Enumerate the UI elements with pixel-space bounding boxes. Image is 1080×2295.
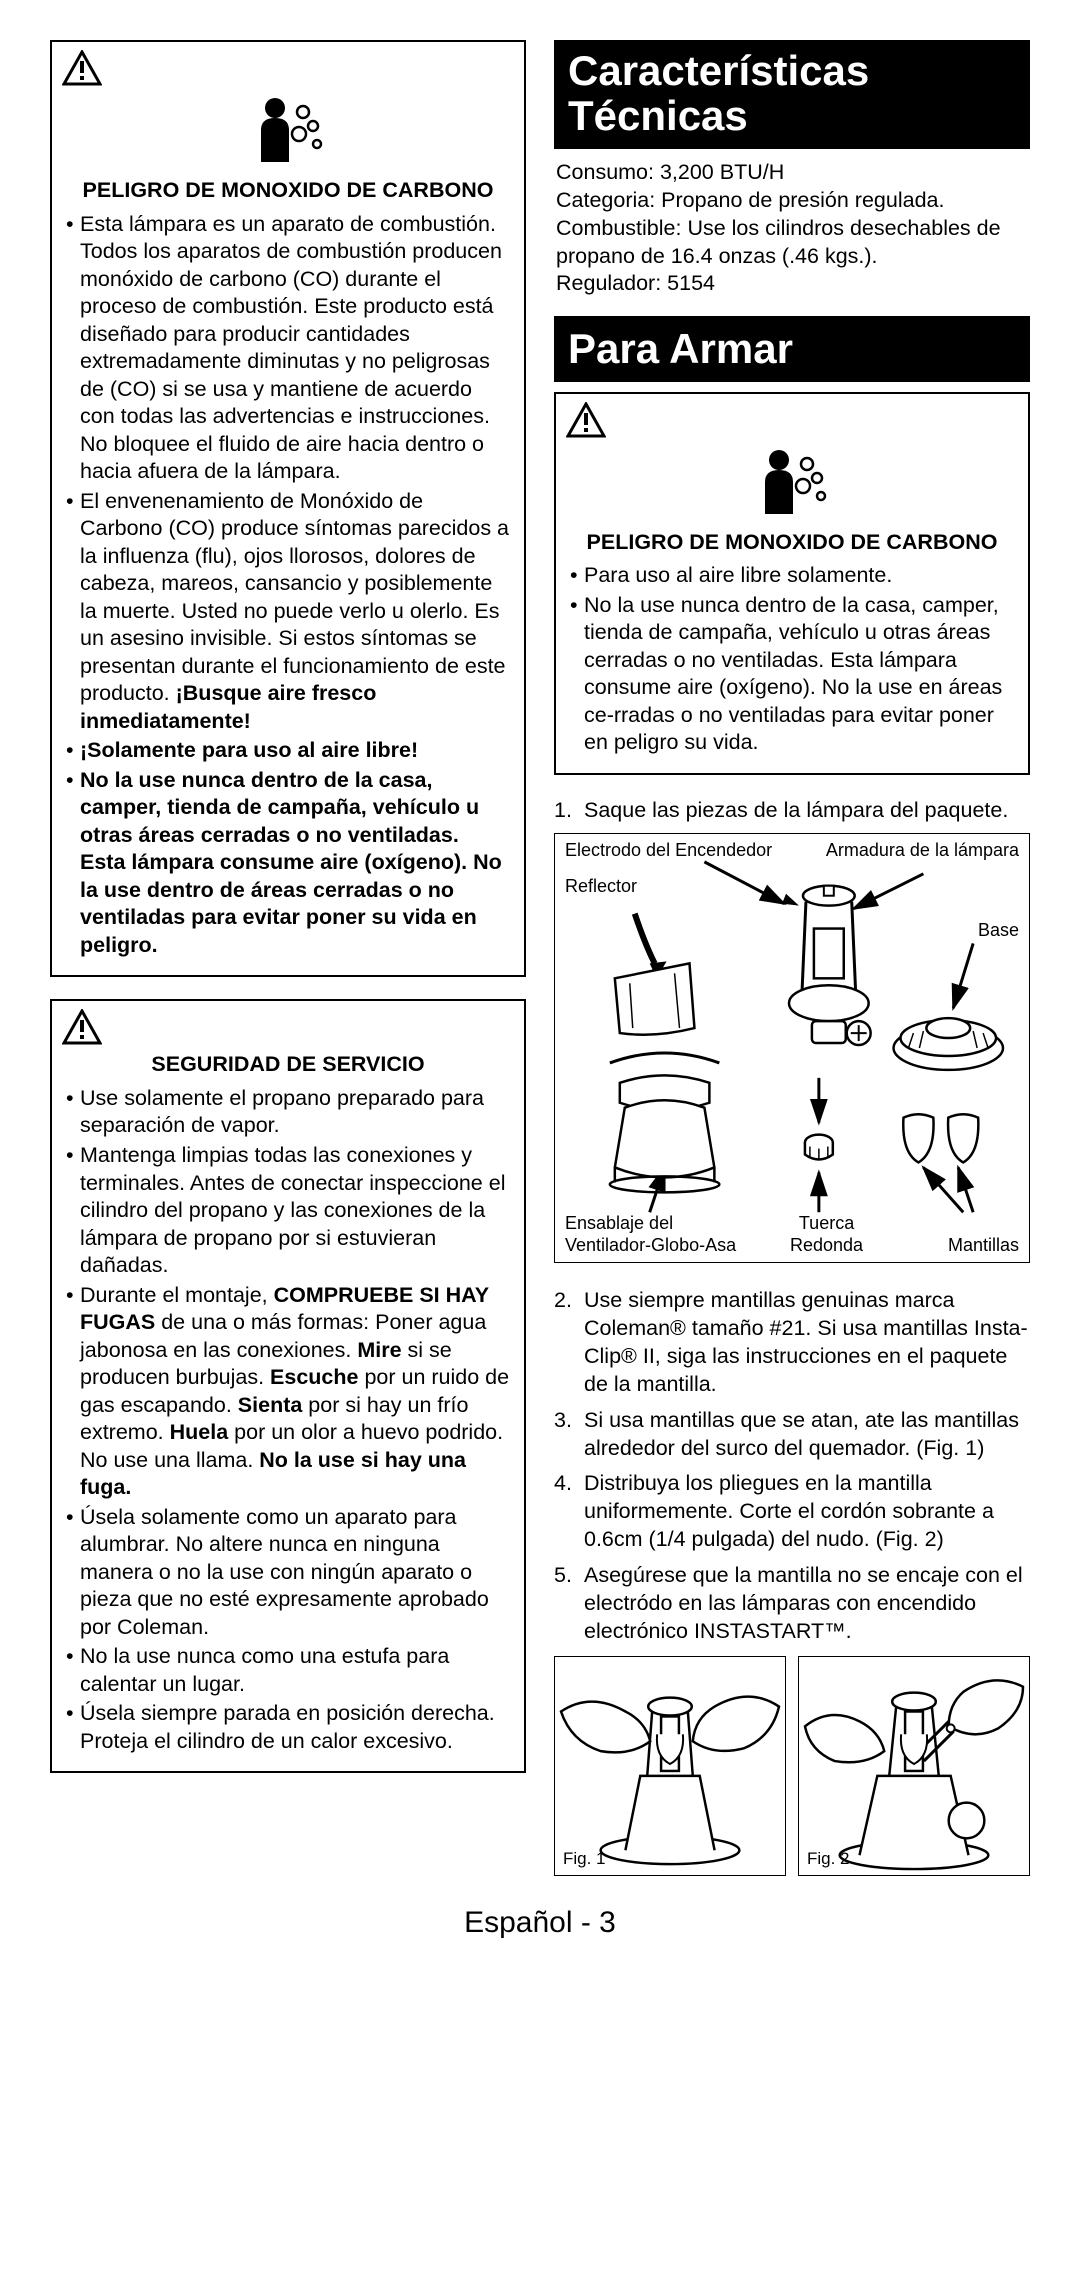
fig1-svg xyxy=(555,1657,785,1875)
co-hazard-icon-wrap xyxy=(556,440,1028,529)
page: PELIGRO DE MONOXIDO DE CARBONO •Esta lám… xyxy=(0,0,1080,1970)
bullet-item: •Mantenga limpias todas las conexiones y… xyxy=(66,1142,510,1280)
right-column: Características Técnicas Consumo: 3,200 … xyxy=(554,40,1030,1876)
spec-line: Regulador: 5154 xyxy=(556,270,1028,298)
warning-body: SEGURIDAD DE SERVICIO •Use solamente el … xyxy=(52,1047,524,1771)
spec-line: Combustible: Use los cilindros desechabl… xyxy=(556,215,1028,271)
bullet-item: •Durante el montaje, COMPRUEBE SI HAY FU… xyxy=(66,1282,510,1502)
step-marker: 2. xyxy=(554,1287,584,1399)
warning-heading: PELIGRO DE MONOXIDO DE CARBONO xyxy=(570,529,1014,557)
bullet-item: •Use solamente el propano preparado para… xyxy=(66,1085,510,1140)
bullet-text: No la use nunca dentro de la casa, campe… xyxy=(584,592,1014,757)
section-title-specs: Características Técnicas xyxy=(554,40,1030,149)
bullet-text: ¡Solamente para uso al aire libre! xyxy=(80,737,418,765)
figure-caption: Fig. 1 xyxy=(563,1849,606,1869)
step-4: 4. Distribuya los pliegues en la mantill… xyxy=(554,1470,1030,1554)
left-column: PELIGRO DE MONOXIDO DE CARBONO •Esta lám… xyxy=(50,40,526,1876)
step-text: Distribuya los pliegues en la mantilla u… xyxy=(584,1470,1030,1554)
spec-text: Consumo: 3,200 BTU/HCategoria: Propano d… xyxy=(554,159,1030,317)
bullet-text: Durante el montaje, COMPRUEBE SI HAY FUG… xyxy=(80,1282,510,1502)
warning-triangle-icon xyxy=(62,1009,102,1045)
bullet-dot: • xyxy=(66,1504,80,1642)
bullet-text: Para uso al aire libre solamente. xyxy=(584,562,892,590)
bullet-item: •No la use nunca dentro de la casa, camp… xyxy=(570,592,1014,757)
bullet-item: •Esta lámpara es un aparato de combustió… xyxy=(66,211,510,486)
page-footer: Español - 3 xyxy=(50,1906,1030,1940)
step-marker: 1. xyxy=(554,797,584,825)
two-column-layout: PELIGRO DE MONOXIDO DE CARBONO •Esta lám… xyxy=(50,40,1030,1876)
figure-caption: Fig. 2 xyxy=(807,1849,850,1869)
bullet-dot: • xyxy=(66,737,80,765)
warning-box-service: SEGURIDAD DE SERVICIO •Use solamente el … xyxy=(50,999,526,1773)
bullet-dot: • xyxy=(66,488,80,736)
bullet-text: Úsela siempre parada en posición derecha… xyxy=(80,1700,510,1755)
step-1: 1. Saque las piezas de la lámpara del pa… xyxy=(554,797,1030,825)
step-marker: 4. xyxy=(554,1470,584,1554)
warning-heading: PELIGRO DE MONOXIDO DE CARBONO xyxy=(66,177,510,205)
bullet-item: •Para uso al aire libre solamente. xyxy=(570,562,1014,590)
step-3: 3. Si usa mantillas que se atan, ate las… xyxy=(554,1407,1030,1463)
parts-diagram: Electrodo del Encendedor Reflector Armad… xyxy=(554,833,1030,1263)
step-text: Saque las piezas de la lámpara del paque… xyxy=(584,797,1030,825)
warning-header xyxy=(52,1001,524,1047)
step-5: 5. Asegúrese que la mantilla no se encaj… xyxy=(554,1562,1030,1646)
bullet-item: •No la use nunca como una estufa para ca… xyxy=(66,1643,510,1698)
bullet-item: •Úsela solamente como un aparato para al… xyxy=(66,1504,510,1642)
warning-body: PELIGRO DE MONOXIDO DE CARBONO •Esta lám… xyxy=(52,177,524,975)
bullet-text: No la use nunca dentro de la casa, campe… xyxy=(80,767,510,960)
fig2-svg xyxy=(799,1657,1029,1875)
bullet-text: El envenenamiento de Monóxido de Carbono… xyxy=(80,488,510,736)
step-marker: 5. xyxy=(554,1562,584,1646)
parts-svg xyxy=(555,834,1029,1262)
co-hazard-icon xyxy=(243,90,333,166)
co-hazard-icon-wrap xyxy=(52,88,524,177)
section-title-assembly: Para Armar xyxy=(554,316,1030,381)
bullet-dot: • xyxy=(66,1700,80,1755)
spec-line: Categoria: Propano de presión regulada. xyxy=(556,187,1028,215)
bullet-dot: • xyxy=(570,592,584,757)
bullet-text: Mantenga limpias todas las conexiones y … xyxy=(80,1142,510,1280)
bullet-dot: • xyxy=(66,767,80,960)
bullet-text: No la use nunca como una estufa para cal… xyxy=(80,1643,510,1698)
warning-box-co-2: PELIGRO DE MONOXIDO DE CARBONO •Para uso… xyxy=(554,392,1030,775)
warning-triangle-icon xyxy=(566,402,606,438)
warning-header xyxy=(556,394,1028,440)
warning-heading: SEGURIDAD DE SERVICIO xyxy=(66,1051,510,1079)
bullet-text: Use solamente el propano preparado para … xyxy=(80,1085,510,1140)
warning-header xyxy=(52,42,524,88)
step-2: 2. Use siempre mantillas genuinas marca … xyxy=(554,1287,1030,1399)
bullet-item: •Úsela siempre parada en posición derech… xyxy=(66,1700,510,1755)
bullet-text: Esta lámpara es un aparato de combustión… xyxy=(80,211,510,486)
bullet-dot: • xyxy=(66,1282,80,1502)
bullet-dot: • xyxy=(66,211,80,486)
warning-triangle-icon xyxy=(62,50,102,86)
step-text: Si usa mantillas que se atan, ate las ma… xyxy=(584,1407,1030,1463)
bullet-dot: • xyxy=(66,1643,80,1698)
bullet-dot: • xyxy=(66,1085,80,1140)
spec-line: Consumo: 3,200 BTU/H xyxy=(556,159,1028,187)
figure-2: Fig. 2 xyxy=(798,1656,1030,1876)
bullet-dot: • xyxy=(570,562,584,590)
co-hazard-icon xyxy=(747,442,837,518)
figure-row: Fig. 1 xyxy=(554,1656,1030,1876)
step-text: Asegúrese que la mantilla no se encaje c… xyxy=(584,1562,1030,1646)
step-marker: 3. xyxy=(554,1407,584,1463)
bullet-item: •No la use nunca dentro de la casa, camp… xyxy=(66,767,510,960)
warning-body: PELIGRO DE MONOXIDO DE CARBONO •Para uso… xyxy=(556,529,1028,773)
bullet-item: •El envenenamiento de Monóxido de Carbon… xyxy=(66,488,510,736)
step-text: Use siempre mantillas genuinas marca Col… xyxy=(584,1287,1030,1399)
warning-box-co: PELIGRO DE MONOXIDO DE CARBONO •Esta lám… xyxy=(50,40,526,977)
bullet-dot: • xyxy=(66,1142,80,1280)
bullet-text: Úsela solamente como un aparato para alu… xyxy=(80,1504,510,1642)
bullet-item: •¡Solamente para uso al aire libre! xyxy=(66,737,510,765)
figure-1: Fig. 1 xyxy=(554,1656,786,1876)
